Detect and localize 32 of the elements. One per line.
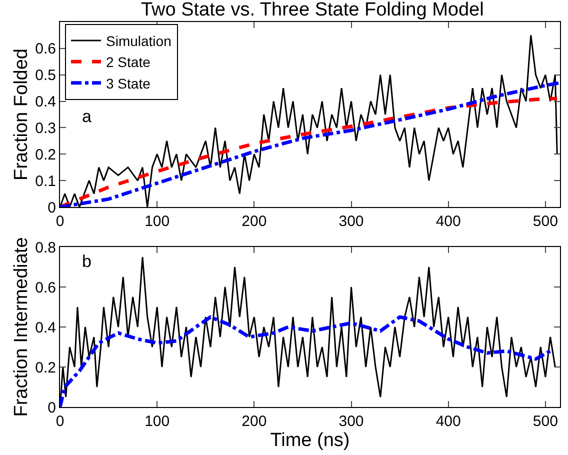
annotation: a	[82, 107, 92, 126]
y-tick-label: 0.6	[35, 279, 56, 296]
y-tick-label: 0.4	[35, 319, 56, 336]
y-tick-label: 0.2	[35, 359, 56, 376]
x-tick-label: 100	[144, 213, 170, 230]
x-tick-label: 200	[242, 213, 267, 230]
x-tick-label: 400	[436, 213, 461, 230]
y-tick-label: 0	[48, 199, 56, 216]
annotation: b	[82, 252, 92, 271]
x-tick-label: 300	[338, 213, 364, 230]
y-tick-label: 0.4	[35, 94, 56, 111]
y-axis-title: Fraction Intermediate	[10, 237, 32, 417]
y-tick-label: 0.8	[35, 239, 56, 256]
y-tick-label: 0.1	[35, 172, 56, 190]
line-series	[60, 315, 552, 407]
y-tick-label: 0	[48, 399, 56, 416]
y-tick-label: 0.5	[35, 67, 56, 84]
y-tick-label: 0.3	[35, 120, 56, 137]
x-tick-label: 300	[338, 413, 364, 430]
legend-label: 2 State	[106, 54, 151, 70]
legend-label: Simulation	[106, 32, 172, 49]
x-axis-title: Time (ns)	[270, 430, 350, 451]
x-tick-label: 400	[436, 413, 461, 430]
y-tick-label: 0.6	[35, 40, 56, 58]
x-tick-label: 500	[532, 413, 558, 430]
legend-label: 3 State	[106, 75, 151, 92]
y-tick-label: 0.2	[35, 146, 56, 164]
x-tick-label: 500	[532, 213, 558, 230]
x-tick-label: 200	[242, 413, 267, 430]
x-tick-label: 100	[144, 413, 170, 430]
y-axis-title: Fraction Folded	[10, 48, 32, 181]
chart-title: Two State vs. Three State Folding Model	[140, 0, 484, 21]
